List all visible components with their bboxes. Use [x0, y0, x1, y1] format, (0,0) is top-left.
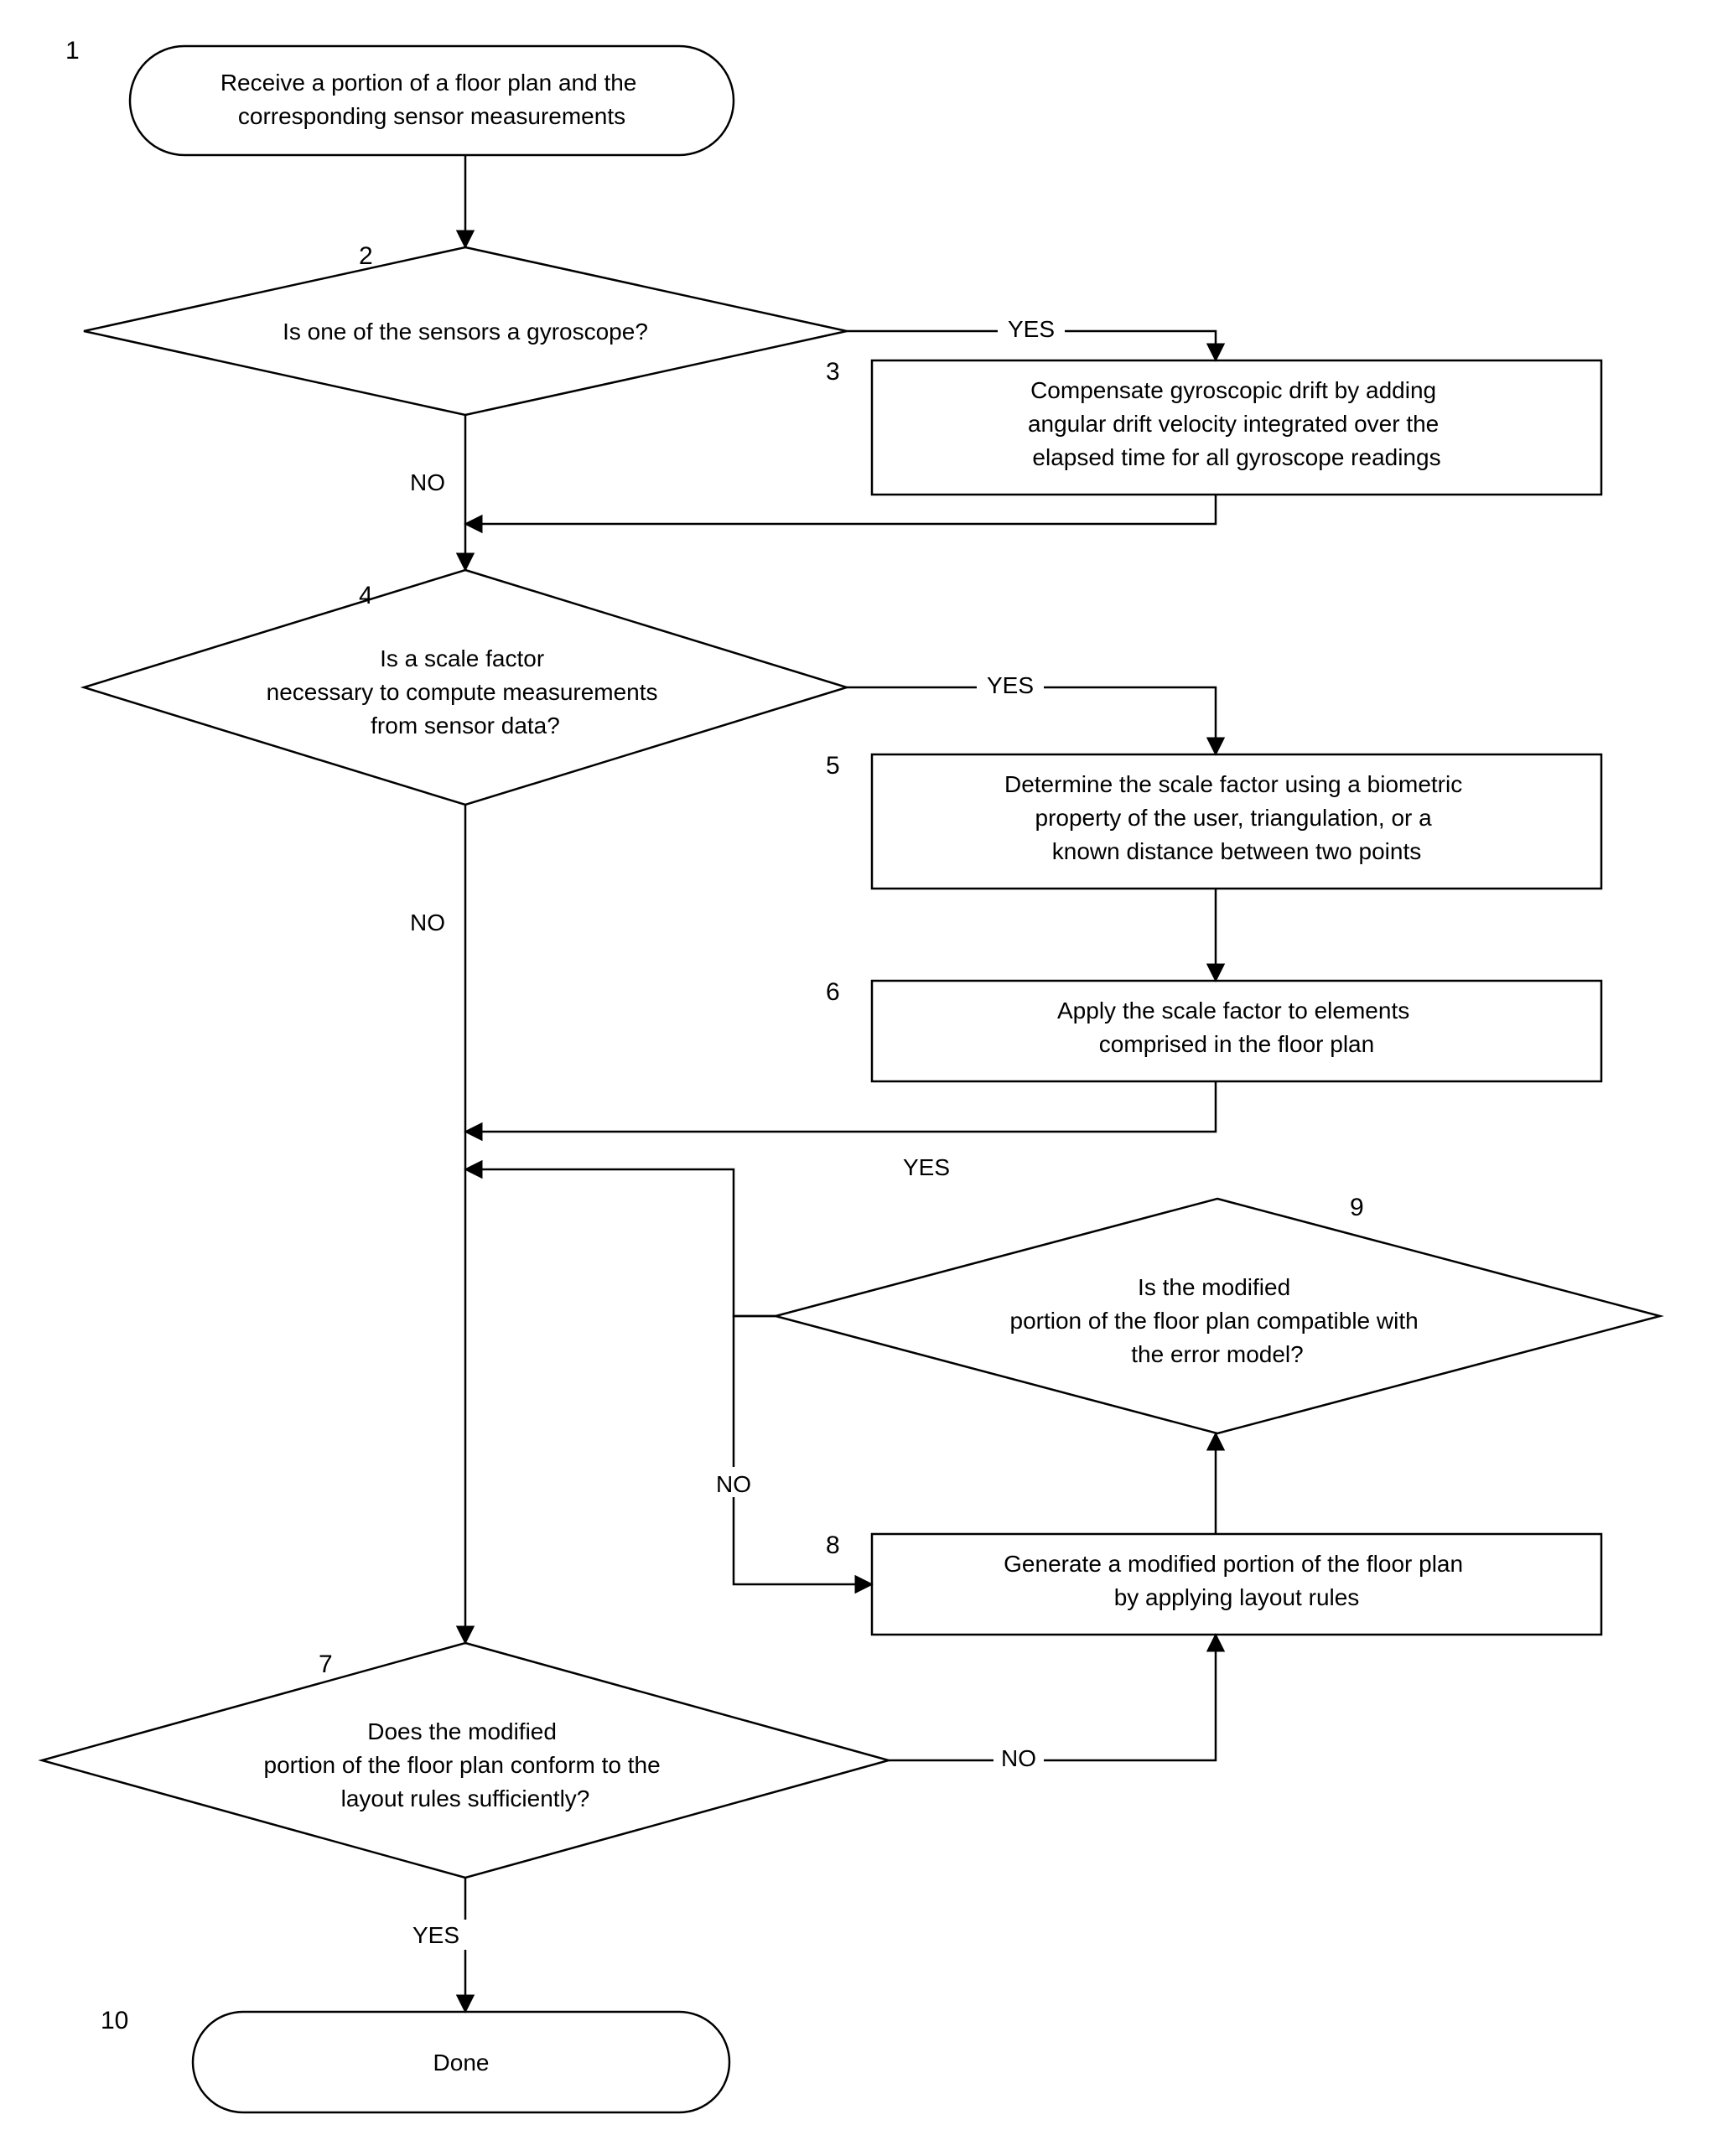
svg-text:Done: Done	[433, 2050, 490, 2076]
edge-4-7-label: NO	[410, 910, 445, 935]
edge-7-10-label: YES	[412, 1922, 459, 1948]
node-8-line1: by applying layout rules	[1114, 1584, 1360, 1610]
node-4-line1: necessary to compute measurements	[267, 679, 658, 705]
node-1-num: 1	[65, 37, 80, 65]
edge-2-3-label: YES	[1008, 316, 1055, 342]
node-2-line0: Is one of the sensors a gyroscope?	[283, 319, 648, 345]
node-1-line0: Receive a portion of a floor plan and th…	[220, 70, 637, 96]
node-4-line0: Is a scale factor	[380, 645, 544, 671]
edge-4-5-label: YES	[987, 672, 1034, 698]
node-6-line1: comprised in the floor plan	[1099, 1031, 1374, 1057]
node-4-decision: Is a scale factor necessary to compute m…	[84, 570, 847, 805]
node-9-num: 9	[1350, 1194, 1364, 1221]
node-2-decision: Is one of the sensors a gyroscope? 2	[84, 242, 847, 415]
node-3-process: Compensate gyroscopic drift by adding an…	[826, 358, 1601, 495]
svg-text:Compensate gyroscopic drift by: Compensate gyroscopic drift by adding an…	[1028, 377, 1445, 470]
node-7-line0: Does the modified	[367, 1718, 557, 1744]
node-9-decision: Is the modified portion of the floor pla…	[776, 1194, 1660, 1433]
node-9-line2: the error model?	[1131, 1341, 1303, 1367]
node-3-line1: angular drift velocity integrated over t…	[1028, 411, 1439, 437]
node-10-line0: Done	[433, 2050, 490, 2076]
node-5-num: 5	[826, 752, 840, 780]
edge-3-merge	[465, 495, 1216, 524]
node-5-process: Determine the scale factor using a biome…	[826, 752, 1601, 889]
edge-9-yes-label: YES	[903, 1154, 950, 1180]
svg-text:Is one of the sensors a gyrosc: Is one of the sensors a gyroscope?	[283, 319, 648, 345]
node-5-line2: known distance between two points	[1052, 838, 1422, 864]
edge-9-yes	[465, 1169, 776, 1316]
edge-7-8-no	[889, 1635, 1216, 1760]
edge-7-8-label: NO	[1001, 1745, 1036, 1771]
node-3-line0: Compensate gyroscopic drift by adding	[1030, 377, 1436, 403]
node-6-process: Apply the scale factor to elements compr…	[826, 978, 1601, 1081]
node-3-num: 3	[826, 358, 840, 386]
node-6-num: 6	[826, 978, 840, 1006]
node-7-line1: portion of the floor plan conform to the	[264, 1752, 661, 1778]
node-1-start: Receive a portion of a floor plan and th…	[65, 37, 734, 155]
node-9-line0: Is the modified	[1138, 1274, 1290, 1300]
node-7-decision: Does the modified portion of the floor p…	[42, 1643, 889, 1878]
edge-6-merge	[465, 1081, 1216, 1132]
edge-9-no-label: NO	[716, 1471, 751, 1497]
flowchart-canvas: Receive a portion of a floor plan and th…	[0, 0, 1712, 2152]
node-8-num: 8	[826, 1531, 840, 1559]
edge-2-4-label: NO	[410, 469, 445, 495]
node-3-line2: elapsed time for all gyroscope readings	[1032, 444, 1440, 470]
node-10-num: 10	[101, 2007, 128, 2034]
node-1-line1: corresponding sensor measurements	[238, 103, 625, 129]
svg-text:Determine the scale factor usi: Determine the scale factor using a biome…	[1004, 771, 1469, 864]
node-5-line1: property of the user, triangulation, or …	[1035, 805, 1433, 831]
node-7-num: 7	[319, 1651, 333, 1678]
node-8-line0: Generate a modified portion of the floor…	[1004, 1551, 1463, 1577]
node-4-line2: from sensor data?	[371, 713, 560, 739]
node-6-line0: Apply the scale factor to elements	[1057, 998, 1409, 1024]
node-5-line0: Determine the scale factor using a biome…	[1004, 771, 1462, 797]
node-10-done: Done 10	[101, 2007, 729, 2112]
node-7-line2: layout rules sufficiently?	[341, 1785, 590, 1811]
node-2-num: 2	[359, 242, 373, 270]
edge-9-no	[734, 1316, 872, 1584]
node-8-process: Generate a modified portion of the floor…	[826, 1531, 1601, 1635]
node-4-num: 4	[359, 582, 373, 609]
node-9-line1: portion of the floor plan compatible wit…	[1010, 1308, 1419, 1334]
